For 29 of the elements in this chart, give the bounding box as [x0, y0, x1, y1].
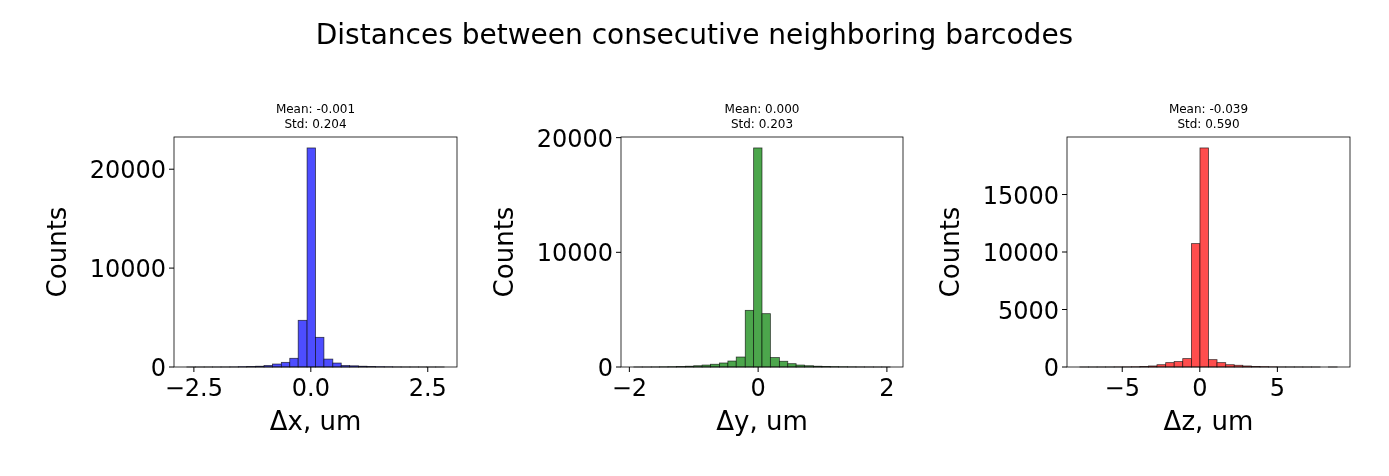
x-tick-label: −2.5 [164, 374, 224, 402]
x-tick-label: 2 [879, 374, 895, 402]
x-axis-title: Δy, um [716, 406, 808, 436]
y-tick-label: 15000 [982, 181, 1059, 210]
chart-subtitle: Mean: -0.039 Std: 0.590 [1168, 102, 1249, 131]
x-tick-label: 0.0 [291, 374, 330, 402]
x-axis-title: Δx, um [269, 406, 362, 436]
x-tick-label: −5 [1104, 374, 1140, 402]
y-tick-label: 20000 [536, 124, 613, 153]
y-axis-title: Counts [42, 206, 72, 298]
chart-subtitle: Mean: -0.001 Std: 0.204 [275, 102, 356, 131]
x-tick-label: 0 [750, 374, 766, 402]
x-tick-label: 5 [1269, 374, 1286, 402]
y-tick-label: 0 [150, 354, 166, 382]
x-tick-label: 2.5 [408, 374, 447, 402]
y-tick-label: 10000 [89, 255, 166, 284]
y-tick-label: 20000 [89, 156, 166, 185]
y-tick-label: 10000 [982, 239, 1059, 268]
y-tick-label: 0 [597, 354, 613, 382]
y-axis-title: Counts [489, 206, 519, 298]
y-tick-label: 10000 [536, 239, 613, 268]
y-tick-label: 5000 [997, 296, 1059, 325]
x-tick-label: 0 [1192, 374, 1208, 402]
x-tick-label: −2 [611, 374, 648, 402]
text: Distances between consecutive neighboring barcodes [315, 18, 1074, 51]
y-tick-label: 0 [1043, 354, 1059, 382]
chart-subtitle: Mean: 0.000 Std: 0.203 [724, 102, 800, 131]
x-axis-title: Δz, um [1163, 406, 1254, 436]
y-axis-title: Counts [935, 206, 965, 298]
